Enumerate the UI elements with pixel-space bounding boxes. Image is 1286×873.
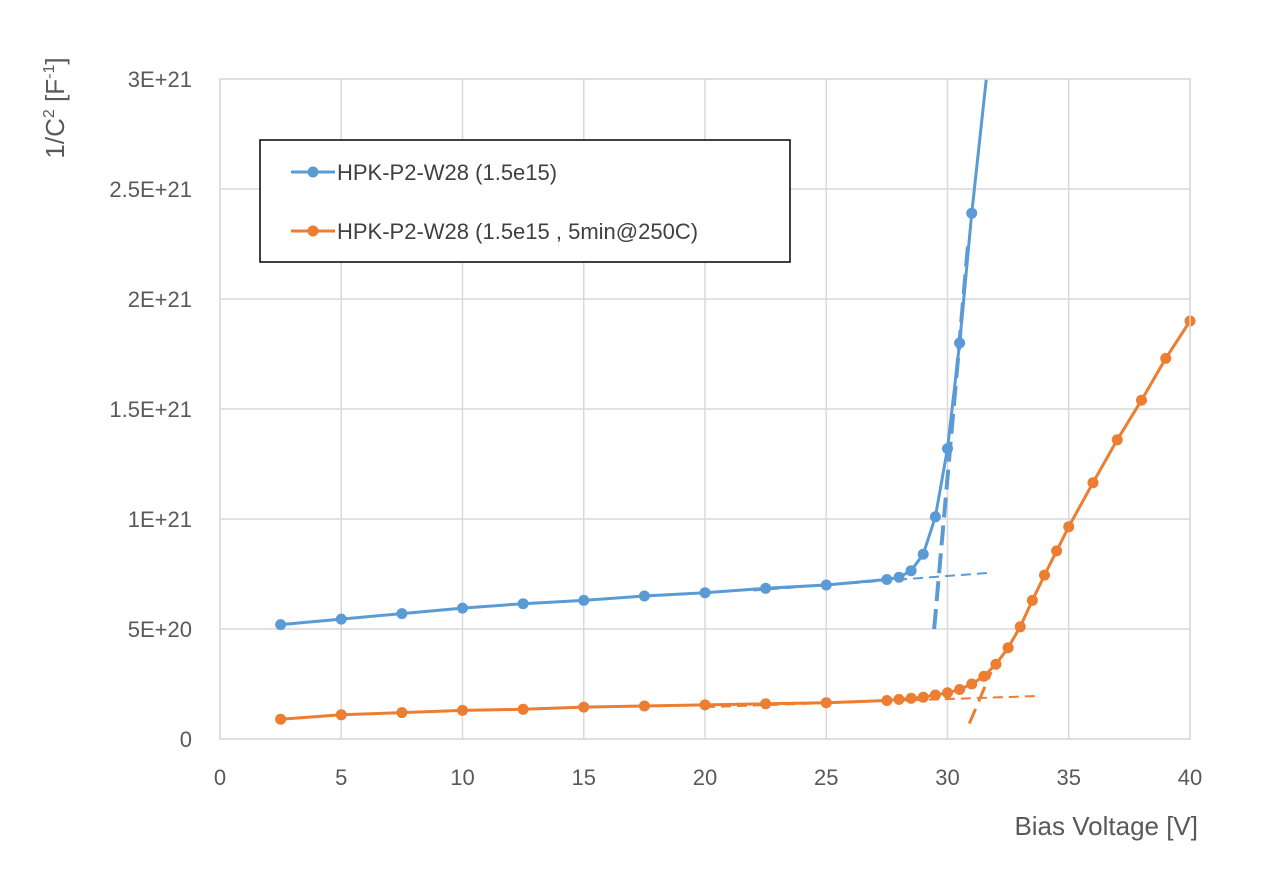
data-point	[893, 571, 905, 583]
data-point	[954, 337, 966, 349]
data-point	[1039, 569, 1050, 581]
data-point	[396, 608, 408, 620]
data-point	[917, 548, 929, 560]
data-point	[517, 703, 529, 715]
data-point	[1014, 621, 1026, 633]
legend: HPK-P2-W28 (1.5e15) HPK-P2-W28 (1.5e15 ,…	[259, 139, 791, 263]
x-tick-label: 5	[335, 765, 347, 790]
x-tick-label: 35	[1057, 765, 1081, 790]
data-point	[893, 693, 905, 705]
data-point	[881, 695, 893, 706]
data-point	[905, 565, 917, 577]
x-tick-label: 15	[572, 765, 596, 790]
data-point	[1160, 352, 1172, 364]
data-point	[699, 587, 711, 599]
x-tick-label: 25	[814, 765, 838, 790]
data-point	[820, 697, 832, 709]
data-point	[1026, 594, 1038, 606]
fit-line	[967, 671, 993, 725]
data-point	[699, 699, 711, 711]
data-point	[917, 691, 929, 703]
data-point	[457, 602, 468, 614]
data-point	[578, 701, 590, 713]
data-point	[905, 692, 917, 704]
y-tick-label: 1.5E+21	[109, 397, 192, 422]
data-point	[1087, 477, 1099, 489]
data-point	[966, 678, 978, 690]
data-point	[954, 684, 966, 695]
y-tick-label: 5E+20	[128, 617, 192, 642]
data-point	[760, 698, 772, 710]
y-tick-label: 1E+21	[128, 507, 192, 532]
data-point	[335, 613, 347, 625]
data-point	[966, 207, 978, 219]
data-point	[1136, 394, 1147, 406]
y-tick-labels: 0 5E+20 1E+21 1.5E+21 2E+21 2.5E+21 3E+21	[109, 67, 192, 752]
data-point	[578, 594, 590, 606]
data-point	[638, 700, 650, 712]
data-point	[978, 670, 990, 682]
y-tick-label: 0	[180, 727, 192, 752]
data-point	[760, 582, 772, 594]
x-tick-label: 0	[214, 765, 226, 790]
data-point	[396, 707, 408, 719]
x-axis-title: Bias Voltage [V]	[1014, 811, 1198, 841]
data-point	[942, 687, 953, 699]
x-tick-label: 40	[1178, 765, 1202, 790]
grid	[219, 78, 1191, 740]
legend-marker-orange	[307, 225, 319, 237]
x-tick-label: 30	[935, 765, 959, 790]
plot-area-border	[219, 78, 1191, 740]
data-point	[335, 709, 347, 721]
legend-box	[259, 139, 791, 263]
data-point	[638, 590, 650, 602]
data-point	[881, 574, 893, 585]
data-point	[1111, 434, 1123, 446]
data-point	[275, 713, 287, 725]
x-tick-labels: 0 5 10 15 20 25 30 35 40	[214, 765, 1202, 790]
data-point	[820, 579, 832, 591]
y-axis-title: 1/C2 [F-1]	[40, 57, 70, 158]
data-point	[942, 443, 953, 455]
y-tick-label: 2E+21	[128, 287, 192, 312]
series-group	[275, 78, 1196, 725]
data-point	[929, 689, 941, 701]
data-point	[1063, 521, 1075, 533]
data-point	[275, 619, 287, 631]
legend-label-blue: HPK-P2-W28 (1.5e15)	[337, 160, 557, 185]
legend-label-orange: HPK-P2-W28 (1.5e15 , 5min@250C)	[337, 219, 698, 244]
data-point	[457, 704, 468, 716]
data-point	[1051, 545, 1063, 557]
x-tick-label: 10	[450, 765, 474, 790]
legend-marker-blue	[307, 166, 319, 178]
y-tick-label: 2.5E+21	[109, 177, 192, 202]
data-point	[990, 658, 1002, 670]
data-point	[1002, 642, 1014, 654]
data-point	[929, 511, 941, 523]
data-point	[517, 598, 529, 610]
x-tick-label: 20	[693, 765, 717, 790]
y-tick-label: 3E+21	[128, 67, 192, 92]
